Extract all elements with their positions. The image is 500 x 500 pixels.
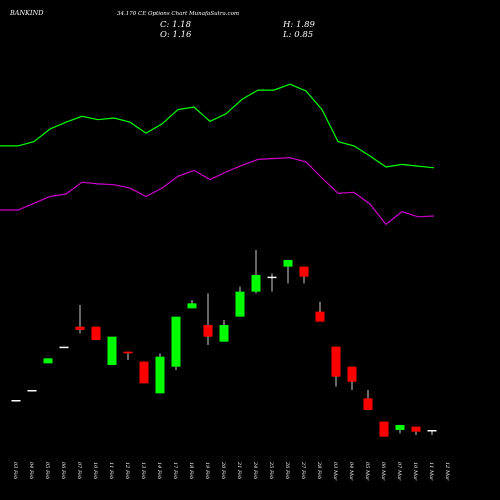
candle-body	[75, 326, 85, 330]
x-tick-label: 12 Feb	[124, 462, 130, 479]
candle	[299, 266, 309, 284]
x-tick-label: 04 Mar	[348, 462, 354, 481]
candle-body	[363, 398, 373, 410]
x-tick-label: 19 Feb	[204, 462, 210, 479]
x-tick-label: 06 Feb	[60, 462, 66, 479]
candle	[187, 300, 197, 309]
candle-body	[251, 275, 261, 292]
candle-body	[235, 291, 245, 317]
x-tick-label: 28 Feb	[316, 461, 322, 479]
candle	[107, 336, 117, 365]
candle-body	[123, 351, 133, 354]
candle	[11, 400, 21, 402]
candle	[347, 366, 357, 390]
x-tick-label: 10 Feb	[92, 462, 98, 479]
candle-body	[91, 326, 101, 340]
candle-body	[203, 325, 213, 337]
upper-band-line	[0, 83, 435, 169]
candle-body	[427, 430, 437, 432]
candle-body	[267, 276, 277, 279]
candle-body	[11, 400, 21, 402]
x-tick-label: 25 Feb	[268, 461, 274, 479]
candle	[331, 346, 341, 387]
candle-body	[411, 426, 421, 432]
candle	[139, 361, 149, 384]
low-value: L: 0.85	[282, 30, 313, 40]
x-tick-label: 07 Mar	[396, 462, 402, 481]
lower-band-line	[0, 157, 435, 226]
candle	[315, 301, 325, 322]
candle-body	[27, 390, 37, 392]
candle	[411, 426, 421, 435]
x-tick-label: 10 Mar	[412, 462, 418, 481]
candle-body	[283, 260, 293, 267]
bands-layer	[0, 83, 435, 226]
candle-body	[219, 325, 229, 342]
candle	[155, 353, 165, 394]
candle-body	[315, 311, 325, 322]
candle	[251, 250, 261, 294]
candle-body	[59, 346, 69, 349]
x-tick-label: 18 Feb	[188, 462, 194, 479]
x-tick-label: 27 Feb	[300, 461, 306, 479]
candle	[27, 390, 37, 392]
x-tick-label: 11 Feb	[108, 462, 114, 479]
x-tick-label: 13 Feb	[140, 462, 146, 479]
candle-body	[171, 316, 181, 367]
x-tick-label: 17 Feb	[172, 462, 178, 479]
candle-body	[187, 303, 197, 309]
symbol-label: BANKIND	[9, 9, 44, 17]
candle	[43, 358, 53, 364]
candle	[171, 316, 181, 370]
candle-body	[43, 358, 53, 364]
x-axis: 03 Feb 04 Feb 05 Feb 06 Feb 07 Feb 10 Feb 11 F…	[12, 461, 450, 481]
x-tick-label: 20 Feb	[220, 461, 226, 479]
x-tick-label: 26 Feb	[284, 461, 290, 479]
x-tick-label: 06 Mar	[380, 462, 386, 481]
chart-subtitle: 34.170 CE Options Chart MunafaSutra.com	[117, 11, 239, 17]
open-value: O: 1.16	[160, 30, 192, 40]
candle-body	[395, 425, 405, 430]
candle-body	[107, 336, 117, 365]
candle-body	[299, 266, 309, 277]
x-tick-label: 05 Feb	[44, 462, 50, 479]
candle	[123, 351, 133, 360]
candle	[283, 260, 293, 284]
candle	[91, 326, 101, 340]
x-tick-label: 05 Mar	[364, 462, 370, 481]
candles-layer	[11, 250, 437, 437]
candle-body	[379, 421, 389, 437]
x-tick-label: 12 Mar	[444, 462, 450, 481]
close-value: C: 1.18	[160, 20, 192, 30]
x-tick-label: 03 Mar	[332, 462, 338, 481]
x-tick-label: 14 Feb	[156, 462, 162, 479]
candle	[363, 390, 373, 410]
candle	[235, 286, 245, 317]
x-tick-label: 04 Feb	[28, 462, 34, 479]
x-tick-label: 21 Feb	[236, 461, 242, 479]
x-tick-label: 24 Feb	[252, 461, 258, 479]
candle-body	[155, 356, 165, 394]
x-tick-label: 03 Feb	[12, 462, 18, 479]
candle	[75, 305, 85, 334]
candle	[379, 421, 389, 437]
candle	[395, 425, 405, 434]
candle-body	[139, 361, 149, 384]
candle	[203, 293, 213, 345]
high-value: H: 1.89	[282, 20, 315, 30]
candle-body	[331, 346, 341, 377]
candle	[427, 430, 437, 435]
candle	[59, 346, 69, 349]
x-tick-label: 07 Feb	[76, 462, 82, 479]
candle-body	[347, 366, 357, 382]
candle	[219, 320, 229, 342]
candle	[267, 273, 277, 292]
x-tick-label: 11 Mar	[428, 462, 434, 481]
